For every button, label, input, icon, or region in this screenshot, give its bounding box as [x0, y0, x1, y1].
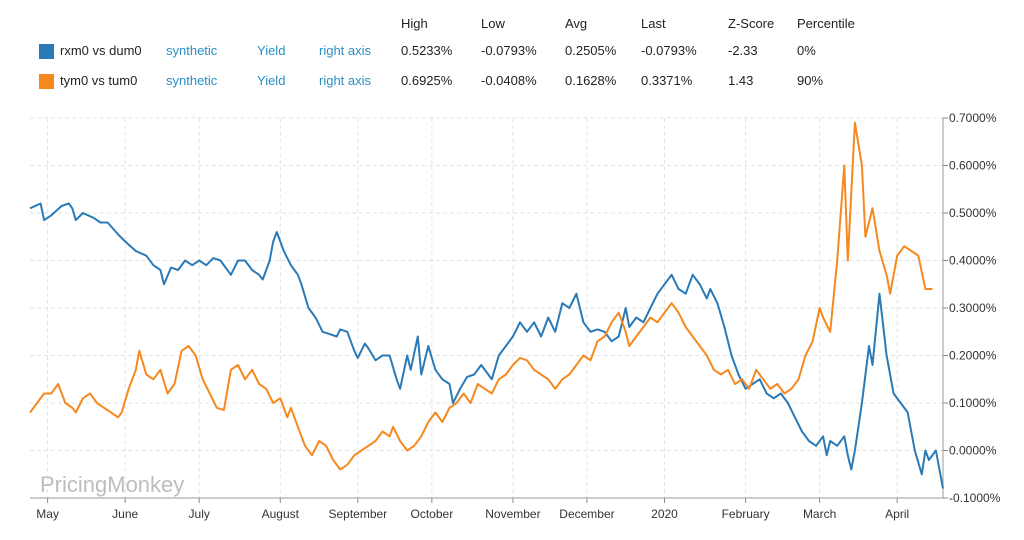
series-last: -0.0793%	[641, 43, 697, 58]
legend-table: High Low Avg Last Z-Score Percentile rxm…	[0, 0, 1024, 100]
x-tick-label: September	[328, 507, 387, 521]
header-low: Low	[481, 16, 505, 31]
x-tick-label: March	[803, 507, 836, 521]
series-swatch	[39, 44, 54, 59]
series-type-link[interactable]: synthetic	[166, 73, 218, 88]
series-avg: 0.1628%	[565, 73, 617, 88]
series-high: 0.6925%	[401, 73, 453, 88]
series-lines	[29, 121, 944, 489]
legend-row-tym0: tym0 vs tum0 synthetic Yield right axis …	[0, 70, 1024, 92]
x-tick-label: October	[411, 507, 454, 521]
series-name[interactable]: rxm0 vs dum0	[60, 43, 142, 58]
x-axis: May June July August September October Novembe…	[36, 507, 909, 521]
y-axis: -0.1000% 0.0000% 0.1000% 0.2000% 0.3000% 0.40…	[949, 111, 1001, 505]
header-last: Last	[641, 16, 666, 31]
series-name[interactable]: tym0 vs tum0	[60, 73, 138, 88]
x-tick-label: July	[189, 507, 210, 521]
x-tick-label: June	[112, 507, 138, 521]
legend-row-rxm0: rxm0 vs dum0 synthetic Yield right axis …	[0, 40, 1024, 62]
series-line-tym0-vs-tum0	[29, 121, 933, 471]
series-axis-link[interactable]: right axis	[319, 73, 372, 88]
x-tick-label: December	[559, 507, 614, 521]
y-tick-label: 0.2000%	[949, 349, 997, 363]
x-tick-label: 2020	[651, 507, 678, 521]
header-percentile: Percentile	[797, 16, 855, 31]
series-avg: 0.2505%	[565, 43, 617, 58]
x-tick-label: August	[262, 507, 300, 521]
series-measure-link[interactable]: Yield	[257, 73, 286, 88]
grid	[30, 117, 943, 499]
header-high: High	[401, 16, 428, 31]
x-tick-label: February	[722, 507, 770, 521]
y-tick-label: 0.4000%	[949, 254, 997, 268]
x-tick-label: May	[36, 507, 59, 521]
series-high: 0.5233%	[401, 43, 453, 58]
y-tick-label: 0.0000%	[949, 444, 997, 458]
series-axis-link[interactable]: right axis	[319, 43, 372, 58]
y-tick-label: 0.6000%	[949, 159, 997, 173]
series-zscore: 1.43	[728, 73, 754, 88]
header-zscore: Z-Score	[728, 16, 775, 31]
series-line-rxm0-vs-dum0	[29, 202, 944, 489]
line-chart[interactable]: PricingMonkey May June July August September…	[0, 100, 1024, 540]
x-tick-label: November	[485, 507, 540, 521]
x-tick-label: April	[885, 507, 909, 521]
axes	[30, 117, 948, 503]
series-percentile: 90%	[797, 73, 824, 88]
series-low: -0.0408%	[481, 73, 537, 88]
y-tick-label: 0.5000%	[949, 206, 997, 220]
series-measure-link[interactable]: Yield	[257, 43, 286, 58]
series-swatch	[39, 74, 54, 89]
y-tick-label: -0.1000%	[949, 491, 1001, 505]
series-percentile: 0%	[797, 43, 816, 58]
y-tick-label: 0.1000%	[949, 396, 997, 410]
series-low: -0.0793%	[481, 43, 537, 58]
y-tick-label: 0.7000%	[949, 111, 997, 125]
y-tick-label: 0.3000%	[949, 301, 997, 315]
watermark: PricingMonkey	[40, 472, 184, 497]
series-zscore: -2.33	[728, 43, 758, 58]
header-avg: Avg	[565, 16, 588, 31]
series-last: 0.3371%	[641, 73, 693, 88]
series-type-link[interactable]: synthetic	[166, 43, 218, 58]
